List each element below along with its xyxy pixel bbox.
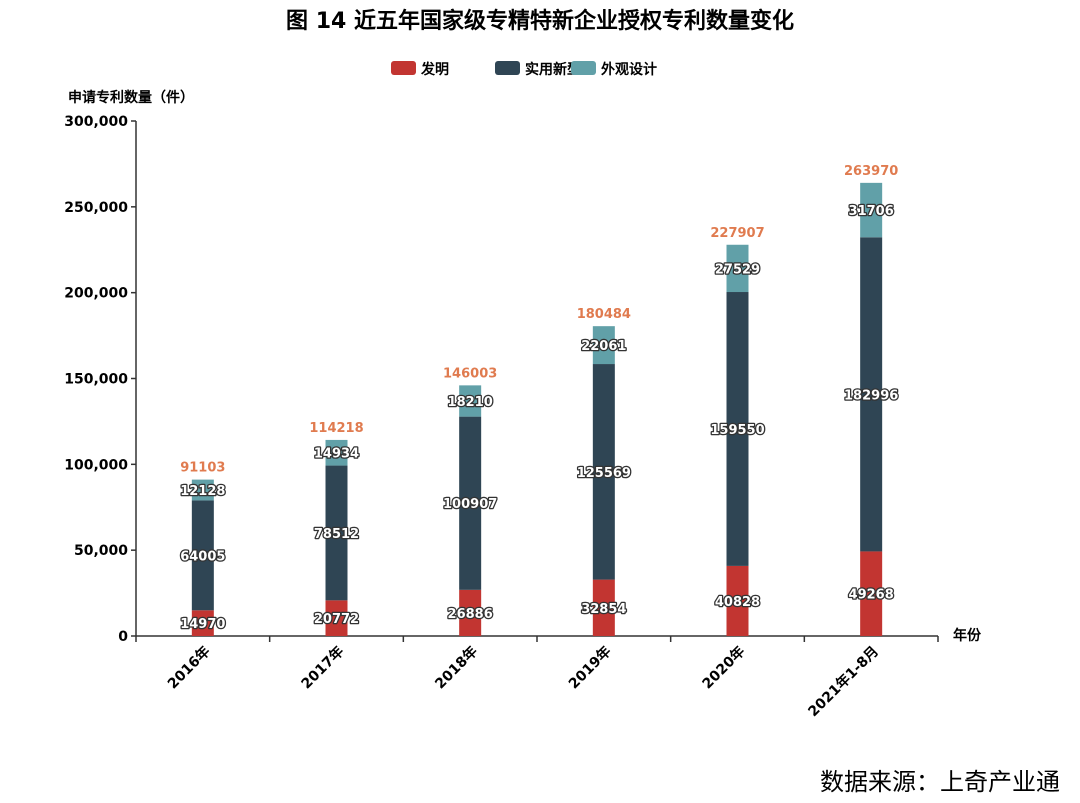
- bars: [191, 182, 883, 636]
- y-tick-label: 0: [118, 629, 128, 645]
- bar-segment[interactable]: [191, 479, 214, 501]
- segment-value-label: 125569: [577, 466, 631, 481]
- segment-value-label: 12128: [180, 484, 225, 499]
- y-tick-label: 300,000: [64, 114, 128, 130]
- x-tick-label: 2019年: [565, 643, 614, 692]
- bar-segment[interactable]: [459, 385, 482, 417]
- segment-value-label: 22061: [581, 339, 626, 354]
- segment-value-label: 26886: [448, 607, 493, 622]
- segment-value-label: 78512: [314, 527, 359, 542]
- total-value-label: 227907: [710, 226, 764, 241]
- data-labels: 14970 64005 12128 91103 20772 78512 14934 11421…: [179, 164, 900, 634]
- bar-segment[interactable]: [191, 500, 214, 611]
- bar-segment[interactable]: [726, 292, 749, 566]
- bar-segment[interactable]: [726, 244, 749, 293]
- segment-value-label: 18210: [448, 395, 493, 410]
- y-tick-label: 50,000: [74, 543, 128, 559]
- total-value-label: 180484: [577, 307, 631, 322]
- bar-segment[interactable]: [325, 465, 348, 601]
- segment-value-label: 32854: [581, 602, 626, 617]
- y-tick-label: 200,000: [64, 286, 128, 302]
- segment-value-label: 27529: [715, 262, 760, 277]
- segment-value-label: 182996: [844, 388, 898, 403]
- segment-value-label: 100907: [443, 497, 497, 512]
- bar-segment[interactable]: [459, 416, 482, 590]
- y-tick-label: 100,000: [64, 457, 128, 473]
- legend-swatch-1[interactable]: [391, 61, 416, 75]
- legend-swatch-3[interactable]: [571, 61, 596, 75]
- x-tick-label: 2017年: [298, 643, 347, 692]
- y-tick-label: 150,000: [64, 372, 128, 388]
- segment-value-label: 159550: [710, 423, 764, 438]
- x-tick-label: 2016年: [164, 643, 213, 692]
- total-value-label: 114218: [309, 421, 363, 436]
- bar-segment[interactable]: [860, 182, 883, 238]
- legend-label-3: 外观设计: [601, 61, 657, 78]
- segment-value-label: 20772: [314, 612, 359, 627]
- total-value-label: 146003: [443, 366, 497, 381]
- total-value-label: 263970: [844, 164, 898, 179]
- bar-segment[interactable]: [592, 364, 615, 580]
- chart-title: 图 14 近五年国家级专精特新企业授权专利数量变化: [286, 8, 794, 34]
- legend-label-1: 发明: [420, 61, 449, 78]
- bar-segment[interactable]: [325, 600, 348, 636]
- segment-value-label: 14934: [314, 447, 359, 462]
- bar-segment[interactable]: [592, 579, 615, 636]
- data-source-note: 数据来源：上奇产业通: [820, 768, 1060, 796]
- bar-segment[interactable]: [860, 551, 883, 636]
- bar-segment[interactable]: [860, 237, 883, 552]
- x-axis-title: 年份: [953, 627, 982, 644]
- segment-value-label: 40828: [715, 595, 760, 610]
- bar-segment[interactable]: [459, 589, 482, 636]
- total-value-label: 91103: [180, 461, 225, 476]
- bar-segment[interactable]: [191, 610, 214, 636]
- x-tick-label: 2020年: [699, 643, 748, 692]
- y-axis-title: 申请专利数量（件）: [68, 89, 194, 106]
- segment-value-label: 31706: [849, 204, 894, 219]
- segment-value-label: 49268: [849, 588, 894, 603]
- x-tick-label: 2021年1-8月: [805, 643, 882, 720]
- segment-value-label: 14970: [180, 617, 225, 632]
- legend: 发明 实用新型 外观设计: [391, 61, 657, 78]
- segment-value-label: 64005: [180, 549, 225, 564]
- legend-swatch-2[interactable]: [495, 61, 520, 75]
- bar-segment[interactable]: [726, 565, 749, 636]
- x-tick-label: 2018年: [432, 643, 481, 692]
- bar-segment[interactable]: [592, 326, 615, 365]
- legend-label-2: 实用新型: [525, 61, 581, 78]
- y-tick-label: 250,000: [64, 200, 128, 216]
- bar-segment[interactable]: [325, 439, 348, 466]
